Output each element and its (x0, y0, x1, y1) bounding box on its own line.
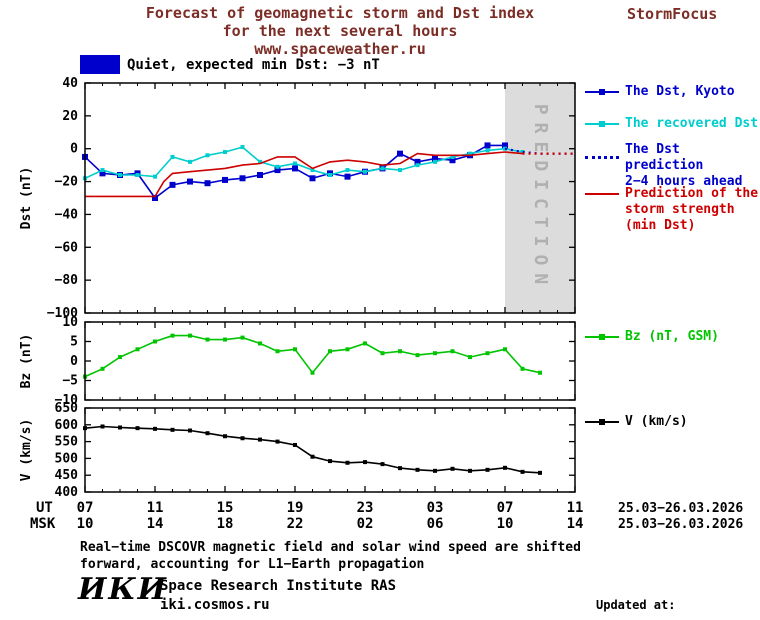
y-tick-label: −10 (55, 393, 79, 408)
y-tick-label: 600 (55, 418, 79, 433)
time-axis-label: UT (36, 500, 53, 516)
status-text: Quiet, expected min Dst: −3 nT (127, 57, 380, 73)
y-tick-label: 20 (62, 109, 78, 124)
y-axis-label: V (km/s) (19, 419, 34, 482)
legend-label-bz: Bz (nT, GSM) (625, 329, 719, 344)
legend-label-dst-prediction-1: The Dst prediction (625, 142, 704, 173)
y-axis-label: Dst (nT) (19, 167, 34, 230)
dst-kyoto-marker-icon (585, 88, 619, 96)
v-marker-icon (585, 418, 619, 426)
time-axis-label: 07 (497, 500, 514, 516)
updated-block: Updated at: UT 07:05, 26.03.2026 MSK 10:… (596, 563, 748, 620)
series-v-km-s- (84, 425, 541, 474)
brand-label: StormFocus (627, 5, 718, 23)
time-axis-label: 10 (497, 516, 514, 532)
y-tick-label: −20 (55, 175, 79, 190)
title-line-1: Forecast of geomagnetic storm and Dst in… (145, 4, 535, 22)
legend-label-v: V (km/s) (625, 414, 688, 429)
legend-item-bz: Bz (nT, GSM) (585, 329, 719, 345)
y-tick-label: −60 (55, 240, 79, 255)
y-tick-label: 0 (70, 354, 78, 369)
time-axis-label: 07 (77, 500, 94, 516)
title-line-2: for the next several hours (222, 22, 458, 40)
legend-label-dst-kyoto: The Dst, Kyoto (625, 84, 735, 99)
y-tick-label: −5 (62, 374, 78, 389)
y-tick-label: 40 (62, 76, 78, 91)
y-tick-label: 450 (55, 468, 79, 483)
time-axis-label: MSK (30, 516, 56, 532)
time-axis-label: 14 (147, 516, 164, 532)
time-axis: UTMSK0710111415181922230203060710111425.… (30, 500, 743, 532)
footnote: Real−time DSCOVR magnetic field and sola… (80, 539, 581, 573)
dst-panel: PREDICTION 40 20 0 −20 −40 −60 −80 −100 Dst (nT) (19, 76, 576, 321)
dst-prediction-marker-icon (585, 154, 619, 162)
institute-name: Space Research Institute RAS (160, 578, 397, 594)
y-tick-label: −80 (55, 273, 79, 288)
series-prediction-of-the-storm-strength-min-dst- (85, 151, 523, 198)
legend-item-dst-prediction: The Dst prediction 2−4 hours ahead (585, 142, 760, 190)
prediction-zone (505, 83, 575, 313)
time-axis-label: 06 (427, 516, 444, 532)
legend-item-v: V (km/s) (585, 414, 688, 430)
time-axis-label: 03 (427, 500, 444, 516)
footnote-line-1: Real−time DSCOVR magnetic field and sola… (80, 540, 581, 555)
legend-label-storm-strength-3: (min Dst) (625, 218, 696, 233)
y-tick-label: 5 (70, 335, 78, 350)
site-url: www.spaceweather.ru (254, 40, 426, 58)
legend-item-recovered-dst: The recovered Dst (585, 116, 758, 132)
y-tick-label: 0 (70, 142, 78, 157)
y-tick-label: 400 (55, 485, 79, 500)
panel-frame (84, 82, 576, 314)
series-the-dst-kyoto (84, 144, 505, 200)
y-tick-label: 650 (55, 401, 79, 416)
legend-label-storm-strength-2: storm strength (625, 202, 735, 217)
time-axis-label: 10 (77, 516, 94, 532)
time-axis-label: 11 (147, 500, 164, 516)
prediction-zone-label: PREDICTION (530, 104, 551, 292)
footnote-line-2: forward, accounting for L1−Earth propaga… (80, 557, 425, 572)
panel-frame (84, 321, 576, 401)
y-tick-label: −100 (47, 306, 78, 321)
legend-item-dst-kyoto: The Dst, Kyoto (585, 84, 735, 100)
iki-logo: ИКИ (78, 572, 168, 607)
time-axis-label: 25.03−26.03.2026 (618, 517, 743, 532)
bz-marker-icon (585, 333, 619, 341)
storm-level-swatch (80, 55, 120, 74)
legend-item-storm-strength: Prediction of the storm strength (min Ds… (585, 186, 758, 234)
bz-panel: 10 5 0 −5 −10 Bz (nT) (19, 315, 576, 408)
time-axis-label: 02 (357, 516, 374, 532)
institute-site-url: iki.cosmos.ru (160, 597, 270, 613)
time-axis-label: 22 (287, 516, 304, 532)
legend-label-storm-strength-1: Prediction of the (625, 186, 759, 201)
y-tick-label: 500 (55, 451, 79, 466)
storm-strength-marker-icon (585, 190, 619, 198)
updated-title: Updated at: (596, 598, 676, 612)
time-axis-label: 11 (567, 500, 584, 516)
time-axis-label: 23 (357, 500, 374, 516)
time-axis-label: 19 (287, 500, 304, 516)
y-axis-label: Bz (nT) (19, 334, 34, 389)
y-tick-label: −40 (55, 207, 79, 222)
time-axis-label: 25.03−26.03.2026 (618, 501, 743, 516)
legend-label-recovered-dst: The recovered Dst (625, 116, 759, 131)
y-tick-label: 10 (62, 315, 78, 330)
time-axis-label: 18 (217, 516, 234, 532)
legend-label-dst-prediction-2: 2−4 hours ahead (625, 174, 743, 189)
y-tick-label: 550 (55, 435, 79, 450)
time-axis-label: 14 (567, 516, 584, 532)
series-the-recovered-dst (84, 146, 523, 180)
recovered-dst-marker-icon (585, 120, 619, 128)
page-title: Forecast of geomagnetic storm and Dst in… (60, 4, 620, 58)
panel-frame (84, 407, 576, 493)
time-axis-label: 15 (217, 500, 234, 516)
